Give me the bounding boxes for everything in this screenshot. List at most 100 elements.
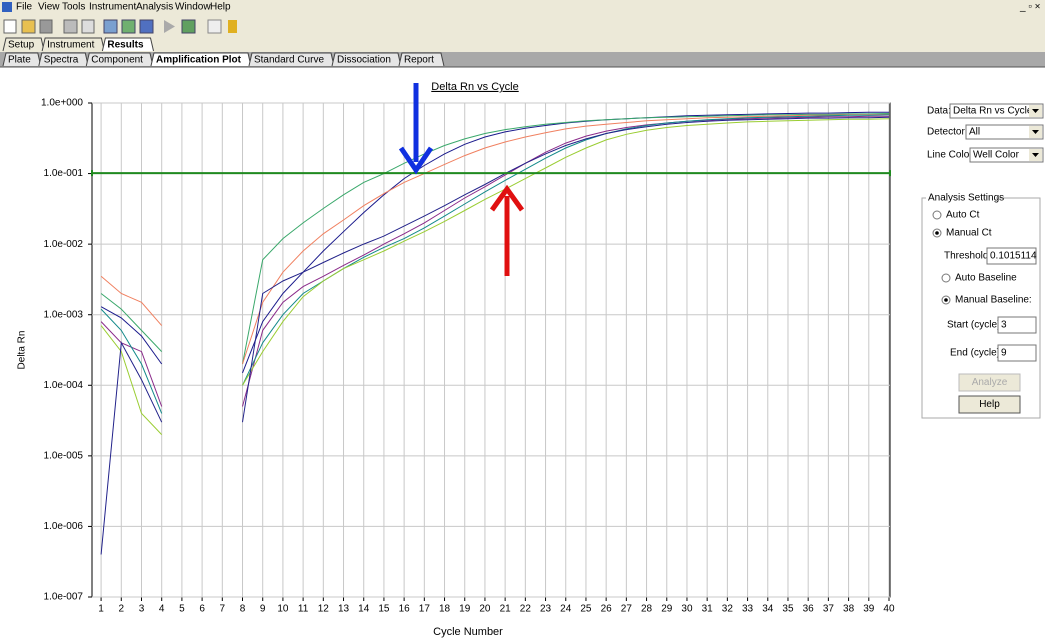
tab[interactable] <box>85 52 154 67</box>
new-icon[interactable] <box>3 19 17 34</box>
preview-icon[interactable] <box>81 19 95 34</box>
series-line <box>100 293 163 352</box>
menu-item[interactable]: Analysis <box>136 2 173 13</box>
toolbar-icons <box>3 19 237 34</box>
series-line <box>242 116 890 423</box>
x-tick-label: 17 <box>419 604 431 615</box>
line-color-value: Well Color <box>973 150 1020 161</box>
radio-auto-ct[interactable] <box>932 210 942 220</box>
x-tick-label: 38 <box>843 604 855 615</box>
series-line <box>242 114 890 386</box>
x-tick-label: 1 <box>98 604 104 615</box>
dropdown-arrow <box>1032 109 1039 113</box>
tab[interactable] <box>38 52 89 67</box>
series-line <box>100 275 163 326</box>
edit-icon[interactable] <box>121 19 136 34</box>
help-label: Help <box>979 399 1000 410</box>
help-button[interactable] <box>958 395 1021 414</box>
tab[interactable] <box>398 52 445 67</box>
x-tick-label: 20 <box>479 604 491 615</box>
tab-label: Spectra <box>44 55 79 66</box>
series-line <box>100 325 163 435</box>
menu-item[interactable]: Tools <box>62 2 85 13</box>
x-tick-label: 12 <box>318 604 330 615</box>
tab[interactable] <box>2 52 42 67</box>
window-controls[interactable]: _ ▫ × <box>1019 2 1041 13</box>
tab-row-top <box>0 38 1045 52</box>
x-tick-label: 5 <box>179 604 185 615</box>
menu-item[interactable]: File <box>16 2 33 13</box>
radio-auto-baseline[interactable] <box>941 273 951 283</box>
analyze-button[interactable] <box>958 373 1021 392</box>
detector-label: Detector: <box>927 127 968 138</box>
blue-arrow <box>398 83 434 175</box>
detector-select[interactable] <box>965 124 1044 140</box>
x-tick-label: 19 <box>459 604 471 615</box>
series-line <box>242 113 890 365</box>
print-icon[interactable] <box>63 19 78 34</box>
manual-ct-label: Manual Ct <box>946 228 992 239</box>
y-tick-label: 1.0e-005 <box>44 450 84 461</box>
help-icon[interactable] <box>228 20 237 33</box>
toolbar <box>0 14 1045 38</box>
auto-baseline-label: Auto Baseline <box>955 273 1017 284</box>
x-tick-label: 14 <box>358 604 370 615</box>
group-title-bg <box>926 192 996 204</box>
y-tick-label: 1.0e-002 <box>44 239 84 250</box>
data-label: Data: <box>927 106 951 117</box>
data-value: Delta Rn vs Cycle <box>953 106 1033 117</box>
x-tick-label: 24 <box>560 604 572 615</box>
end-input[interactable] <box>997 344 1037 362</box>
x-tick-label: 30 <box>681 604 693 615</box>
y-tick-label: 1.0e-007 <box>44 592 84 603</box>
threshold-value: 0.1015114 <box>990 251 1037 262</box>
plot-content: 1 2 3 4 5 6 7 8 9 10 11 12 13 14 15 16 17 18 19 20 21 22 23 24 2… <box>41 98 895 615</box>
line-color-select[interactable] <box>969 147 1044 163</box>
plot-area <box>91 102 891 598</box>
zoom-icon[interactable] <box>103 19 118 34</box>
x-tick-label: 33 <box>742 604 754 615</box>
tab[interactable] <box>2 37 45 52</box>
start-input[interactable] <box>997 316 1037 334</box>
analyze-label: Analyze <box>972 377 1008 388</box>
spell-icon[interactable] <box>207 19 222 34</box>
red-arrow <box>489 184 525 276</box>
x-tick-label: 32 <box>722 604 734 615</box>
menu-item[interactable]: Window <box>175 2 211 13</box>
tab[interactable] <box>331 52 402 67</box>
start-label: Start (cycle): <box>947 320 1003 331</box>
threshold-input[interactable] <box>986 247 1037 265</box>
start-value: 3 <box>1001 320 1007 331</box>
menu-item[interactable]: View <box>38 2 60 13</box>
series-line <box>100 341 163 555</box>
settings-panel: Data: Delta Rn vs Cycle Detector: All Li… <box>921 103 1044 419</box>
series-line <box>100 306 163 365</box>
x-tick-label: 25 <box>580 604 592 615</box>
y-axis-label: Delta Rn <box>17 331 28 370</box>
series-line <box>100 308 163 414</box>
save-icon[interactable] <box>39 19 53 34</box>
y-tick-label: 1.0e-006 <box>44 521 84 532</box>
run-icon[interactable] <box>181 19 196 34</box>
tab[interactable] <box>150 52 252 67</box>
play-icon[interactable] <box>164 20 175 33</box>
x-tick-label: 37 <box>823 604 835 615</box>
menu-bar <box>0 0 1045 14</box>
tab-label: Report <box>404 55 434 66</box>
tab-label: Plate <box>8 55 31 66</box>
tab[interactable] <box>41 37 105 52</box>
x-tick-label: 16 <box>399 604 411 615</box>
tab[interactable] <box>248 52 335 67</box>
grid-icon[interactable] <box>139 19 154 34</box>
y-tick-label: 1.0e-003 <box>44 309 84 320</box>
x-tick-label: 36 <box>803 604 815 615</box>
tab[interactable] <box>101 37 155 52</box>
menu-item[interactable]: Instrument <box>89 2 136 13</box>
x-tick-label: 8 <box>240 604 246 615</box>
menu-item[interactable]: Help <box>210 2 231 13</box>
open-icon[interactable] <box>21 19 36 34</box>
x-tick-label: 4 <box>159 604 165 615</box>
x-tick-label: 7 <box>220 604 226 615</box>
data-select[interactable] <box>949 103 1044 119</box>
